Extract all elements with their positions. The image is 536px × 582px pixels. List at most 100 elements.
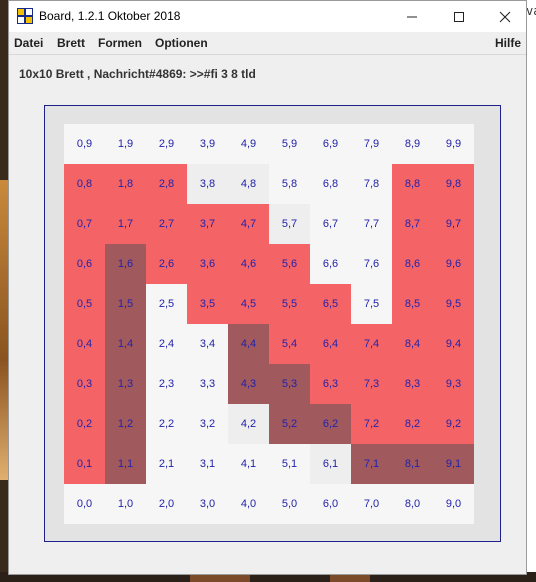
title-bar[interactable]: Board, 1.2.1 Oktober 2018 bbox=[9, 1, 526, 32]
board-cell[interactable]: 3,0 bbox=[187, 484, 228, 524]
board-cell[interactable]: 3,2 bbox=[187, 404, 228, 444]
board-cell[interactable]: 0,8 bbox=[64, 164, 105, 204]
board-cell[interactable]: 8,1 bbox=[392, 444, 433, 484]
board-cell[interactable]: 7,4 bbox=[351, 324, 392, 364]
board-cell[interactable]: 5,2 bbox=[269, 404, 310, 444]
board-cell[interactable]: 3,5 bbox=[187, 284, 228, 324]
board-cell[interactable]: 3,4 bbox=[187, 324, 228, 364]
board-cell[interactable]: 0,5 bbox=[64, 284, 105, 324]
board-cell[interactable]: 1,6 bbox=[105, 244, 146, 284]
board-cell[interactable]: 4,2 bbox=[228, 404, 269, 444]
board-cell[interactable]: 2,2 bbox=[146, 404, 187, 444]
board-cell[interactable]: 2,3 bbox=[146, 364, 187, 404]
board-cell[interactable]: 4,1 bbox=[228, 444, 269, 484]
board-cell[interactable]: 1,1 bbox=[105, 444, 146, 484]
board-cell[interactable]: 0,4 bbox=[64, 324, 105, 364]
board-cell[interactable]: 2,9 bbox=[146, 124, 187, 164]
board-cell[interactable]: 7,1 bbox=[351, 444, 392, 484]
board-cell[interactable]: 7,5 bbox=[351, 284, 392, 324]
board-cell[interactable]: 4,3 bbox=[228, 364, 269, 404]
board-cell[interactable]: 0,9 bbox=[64, 124, 105, 164]
board-cell[interactable]: 0,1 bbox=[64, 444, 105, 484]
board-cell[interactable]: 8,2 bbox=[392, 404, 433, 444]
board-cell[interactable]: 1,5 bbox=[105, 284, 146, 324]
board-cell[interactable]: 0,0 bbox=[64, 484, 105, 524]
board-cell[interactable]: 6,8 bbox=[310, 164, 351, 204]
board-cell[interactable]: 5,0 bbox=[269, 484, 310, 524]
board-cell[interactable]: 6,6 bbox=[310, 244, 351, 284]
board-cell[interactable]: 5,7 bbox=[269, 204, 310, 244]
board-cell[interactable]: 4,7 bbox=[228, 204, 269, 244]
board-cell[interactable]: 7,7 bbox=[351, 204, 392, 244]
board-cell[interactable]: 4,9 bbox=[228, 124, 269, 164]
board-cell[interactable]: 1,0 bbox=[105, 484, 146, 524]
board-cell[interactable]: 8,0 bbox=[392, 484, 433, 524]
menu-datei[interactable]: Datei bbox=[14, 36, 44, 50]
board-cell[interactable]: 1,2 bbox=[105, 404, 146, 444]
board-cell[interactable]: 2,6 bbox=[146, 244, 187, 284]
board-cell[interactable]: 2,7 bbox=[146, 204, 187, 244]
board-cell[interactable]: 8,9 bbox=[392, 124, 433, 164]
board-cell[interactable]: 6,3 bbox=[310, 364, 351, 404]
board-cell[interactable]: 2,4 bbox=[146, 324, 187, 364]
minimize-button[interactable] bbox=[389, 1, 435, 32]
menu-brett[interactable]: Brett bbox=[57, 36, 86, 50]
board-cell[interactable]: 2,8 bbox=[146, 164, 187, 204]
board-cell[interactable]: 7,2 bbox=[351, 404, 392, 444]
board-cell[interactable]: 1,7 bbox=[105, 204, 146, 244]
board-cell[interactable]: 9,7 bbox=[433, 204, 474, 244]
board-cell[interactable]: 5,9 bbox=[269, 124, 310, 164]
board-cell[interactable]: 9,3 bbox=[433, 364, 474, 404]
board-cell[interactable]: 5,1 bbox=[269, 444, 310, 484]
board-cell[interactable]: 0,3 bbox=[64, 364, 105, 404]
close-button[interactable] bbox=[482, 1, 528, 32]
board-cell[interactable]: 6,5 bbox=[310, 284, 351, 324]
board-cell[interactable]: 7,6 bbox=[351, 244, 392, 284]
board-cell[interactable]: 9,0 bbox=[433, 484, 474, 524]
board-cell[interactable]: 4,8 bbox=[228, 164, 269, 204]
board-cell[interactable]: 9,1 bbox=[433, 444, 474, 484]
board-cell[interactable]: 1,3 bbox=[105, 364, 146, 404]
board-cell[interactable]: 5,5 bbox=[269, 284, 310, 324]
board-cell[interactable]: 1,8 bbox=[105, 164, 146, 204]
board-cell[interactable]: 7,8 bbox=[351, 164, 392, 204]
menu-formen[interactable]: Formen bbox=[98, 36, 143, 50]
menu-optionen[interactable]: Optionen bbox=[155, 36, 208, 50]
board-cell[interactable]: 6,7 bbox=[310, 204, 351, 244]
board-cell[interactable]: 8,5 bbox=[392, 284, 433, 324]
board-cell[interactable]: 0,2 bbox=[64, 404, 105, 444]
board-cell[interactable]: 9,5 bbox=[433, 284, 474, 324]
board-cell[interactable]: 0,7 bbox=[64, 204, 105, 244]
maximize-button[interactable] bbox=[436, 1, 482, 32]
board-cell[interactable]: 3,9 bbox=[187, 124, 228, 164]
board-cell[interactable]: 9,9 bbox=[433, 124, 474, 164]
board-cell[interactable]: 8,4 bbox=[392, 324, 433, 364]
board-cell[interactable]: 7,0 bbox=[351, 484, 392, 524]
board-cell[interactable]: 9,2 bbox=[433, 404, 474, 444]
board-cell[interactable]: 6,1 bbox=[310, 444, 351, 484]
board-cell[interactable]: 3,8 bbox=[187, 164, 228, 204]
board-cell[interactable]: 3,3 bbox=[187, 364, 228, 404]
board-cell[interactable]: 3,7 bbox=[187, 204, 228, 244]
board-cell[interactable]: 4,4 bbox=[228, 324, 269, 364]
board-cell[interactable]: 6,4 bbox=[310, 324, 351, 364]
board-cell[interactable]: 1,9 bbox=[105, 124, 146, 164]
board-cell[interactable]: 6,0 bbox=[310, 484, 351, 524]
board-cell[interactable]: 6,2 bbox=[310, 404, 351, 444]
board-cell[interactable]: 1,4 bbox=[105, 324, 146, 364]
board-cell[interactable]: 7,9 bbox=[351, 124, 392, 164]
board-cell[interactable]: 0,6 bbox=[64, 244, 105, 284]
board-cell[interactable]: 3,6 bbox=[187, 244, 228, 284]
board-cell[interactable]: 8,6 bbox=[392, 244, 433, 284]
board-cell[interactable]: 5,6 bbox=[269, 244, 310, 284]
board-cell[interactable]: 5,4 bbox=[269, 324, 310, 364]
board-cell[interactable]: 8,8 bbox=[392, 164, 433, 204]
board-cell[interactable]: 2,5 bbox=[146, 284, 187, 324]
board-cell[interactable]: 9,4 bbox=[433, 324, 474, 364]
board-cell[interactable]: 8,7 bbox=[392, 204, 433, 244]
menu-hilfe[interactable]: Hilfe bbox=[495, 36, 522, 50]
board-cell[interactable]: 3,1 bbox=[187, 444, 228, 484]
board-cell[interactable]: 7,3 bbox=[351, 364, 392, 404]
board-cell[interactable]: 6,9 bbox=[310, 124, 351, 164]
board-cell[interactable]: 2,0 bbox=[146, 484, 187, 524]
